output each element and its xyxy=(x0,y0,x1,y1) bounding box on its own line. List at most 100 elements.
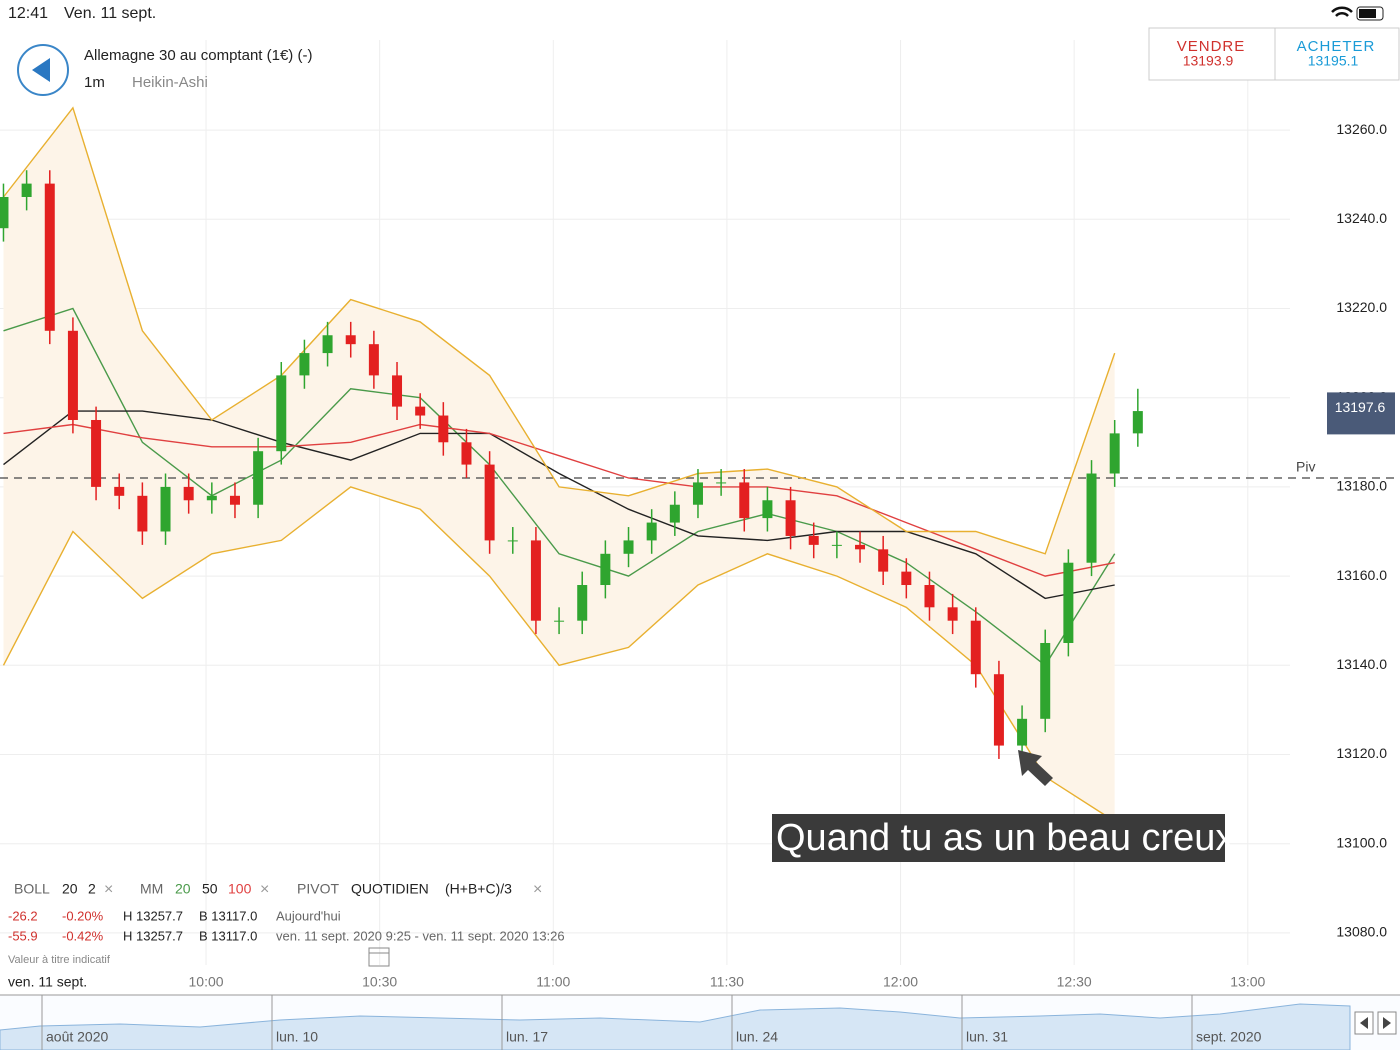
candle-body xyxy=(554,620,565,622)
candle-body xyxy=(21,183,32,197)
battery xyxy=(1356,6,1384,21)
candle-body xyxy=(623,540,634,554)
date-badge xyxy=(0,972,104,994)
candle-body xyxy=(901,571,912,586)
candle-body xyxy=(1109,433,1120,474)
candle-body xyxy=(1017,718,1028,746)
scroll-left-icon xyxy=(1360,1017,1368,1029)
candle-body xyxy=(924,585,935,608)
navigator-label: lun. 10 xyxy=(276,1029,318,1045)
y-tick-label: 13260.0 xyxy=(1336,121,1387,137)
navigator-label: lun. 31 xyxy=(966,1029,1008,1045)
candle-body xyxy=(878,549,889,572)
last-price-box xyxy=(1327,392,1395,435)
high: H 13257.7 xyxy=(123,928,183,943)
candle-body xyxy=(253,451,264,505)
trade-box xyxy=(1148,27,1400,81)
candle-body xyxy=(299,353,310,376)
instrument-title: Allemagne 30 au comptant (1€) (-) xyxy=(84,47,312,64)
remove-boll[interactable]: × xyxy=(104,881,113,898)
y-tick-label: 13100.0 xyxy=(1336,834,1387,850)
mm-period: 20 xyxy=(175,881,191,897)
high: H 13257.7 xyxy=(123,908,183,923)
last-price: 13197.6 xyxy=(1335,399,1386,415)
candle-body xyxy=(669,504,680,523)
navigator-label: lun. 17 xyxy=(506,1029,548,1045)
remove-mm[interactable]: × xyxy=(260,881,269,898)
candle-body xyxy=(1086,473,1097,563)
mm-period: 50 xyxy=(202,881,218,897)
change-pct: -0.20% xyxy=(62,908,104,923)
candle-body xyxy=(762,500,773,519)
navigator-label: sept. 2020 xyxy=(1196,1029,1262,1045)
navigator-label: août 2020 xyxy=(46,1029,108,1045)
buy-button[interactable]: ACHETER xyxy=(1297,38,1376,55)
y-tick-label: 13180.0 xyxy=(1336,478,1387,494)
candle-body xyxy=(392,375,403,407)
candle-body xyxy=(808,535,819,545)
calendar-icon[interactable] xyxy=(368,947,390,967)
interval[interactable]: 1m xyxy=(84,74,105,91)
wifi xyxy=(1331,6,1353,17)
annotation-box xyxy=(772,814,1225,862)
y-tick-label: 13140.0 xyxy=(1336,656,1387,672)
range: Aujourd'hui xyxy=(276,908,341,923)
mm-period: 100 xyxy=(228,881,252,897)
candle-body xyxy=(345,335,356,345)
candle-body xyxy=(577,585,588,621)
chart-style[interactable]: Heikin-Ashi xyxy=(132,74,208,91)
note: Valeur à titre indicatif xyxy=(8,954,111,966)
bollinger-band xyxy=(3,107,1115,822)
y-tick-label: 13080.0 xyxy=(1336,924,1387,940)
candle-body xyxy=(160,486,171,532)
change: -26.2 xyxy=(8,908,38,923)
y-tick-label: 13120.0 xyxy=(1336,745,1387,761)
sell-button[interactable]: VENDRE xyxy=(1177,38,1246,55)
candle-body xyxy=(646,522,657,541)
indicator-line xyxy=(2,106,1116,555)
date-label: ven. 11 sept. xyxy=(8,974,87,990)
candle-body xyxy=(855,544,866,550)
candle-body xyxy=(1040,642,1051,719)
indicator-line xyxy=(2,486,1116,822)
y-tick-label: 13240.0 xyxy=(1336,210,1387,226)
sell-price: 13193.9 xyxy=(1183,53,1234,69)
candle-body xyxy=(206,495,217,501)
candle-body xyxy=(276,375,287,452)
candle-body xyxy=(91,419,102,487)
remove-pivot[interactable]: × xyxy=(533,881,542,898)
candle-body xyxy=(970,620,981,675)
annotation-text: Quand tu as un beau creux. xyxy=(776,817,1245,859)
candle-body xyxy=(137,495,148,532)
candle-body xyxy=(0,196,9,229)
y-tick-label: 13220.0 xyxy=(1336,299,1387,315)
x-tick-label: 10:30 xyxy=(362,974,397,990)
candle-body xyxy=(438,415,449,443)
annotation-arrow xyxy=(1018,750,1053,786)
candle-body xyxy=(461,442,472,465)
range: ven. 11 sept. 2020 9:25 - ven. 11 sept. … xyxy=(276,928,565,943)
boll-label: BOLL xyxy=(14,881,50,897)
candle-body xyxy=(183,486,194,501)
navigator-area xyxy=(0,1003,1351,1050)
candle-body xyxy=(831,544,842,546)
candle-body xyxy=(415,406,426,416)
pivot-label: PIVOT xyxy=(297,881,339,897)
boll-period: 20 xyxy=(62,881,78,897)
y-tick-label: 13160.0 xyxy=(1336,567,1387,583)
x-tick-label: 11:00 xyxy=(536,974,570,990)
candle-body xyxy=(692,482,703,505)
candle-body xyxy=(368,344,379,376)
low: B 13117.0 xyxy=(199,908,257,923)
pivot-formula: (H+B+C)/3 xyxy=(445,881,512,897)
pivot-period: QUOTIDIEN xyxy=(351,881,429,897)
x-tick-label: 11:30 xyxy=(710,974,744,990)
scroll-right-icon xyxy=(1383,1017,1391,1029)
candle-body xyxy=(993,674,1004,746)
x-tick-label: 12:00 xyxy=(883,974,918,990)
boll-deviation: 2 xyxy=(88,881,96,897)
x-tick-label: 10:00 xyxy=(189,974,224,990)
candle-body xyxy=(1132,411,1143,434)
mm-label: MM xyxy=(140,881,163,897)
